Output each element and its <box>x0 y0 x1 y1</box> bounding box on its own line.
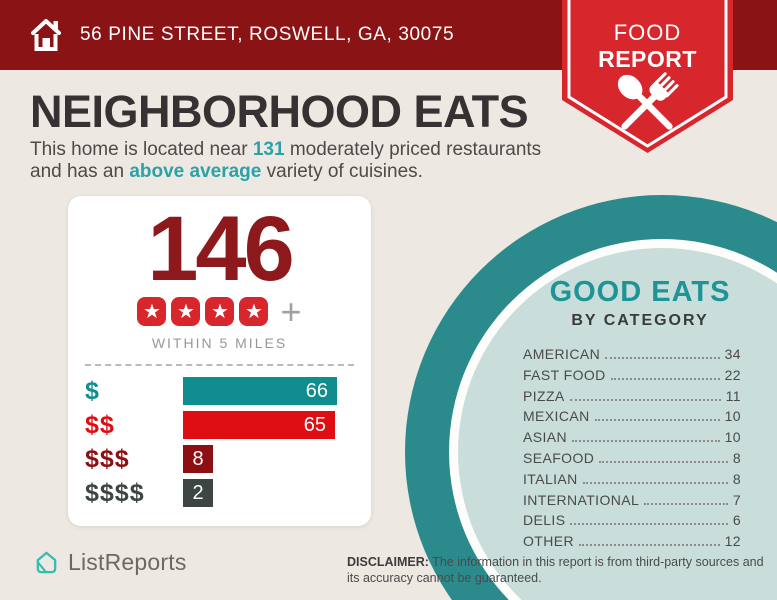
price-bar: 65 <box>183 411 335 439</box>
spoon-fork-icon <box>617 72 679 130</box>
category-leader-dots <box>572 440 720 443</box>
category-leader-dots <box>582 481 728 484</box>
star-icon: ★ <box>205 297 235 326</box>
category-value: 10 <box>724 408 741 425</box>
listreports-logo-text: ListReports <box>68 549 187 575</box>
category-label: SEAFOOD <box>523 449 595 466</box>
badge-line2: REPORT <box>598 46 697 72</box>
category-row: DELIS 6 <box>523 512 741 533</box>
category-value: 12 <box>724 533 741 550</box>
page-title: NEIGHBORHOOD EATS <box>30 86 529 137</box>
disclaimer-label: DISCLAIMER: <box>347 555 429 569</box>
category-label: PIZZA <box>523 387 565 404</box>
subtitle-part1: This home is located near <box>30 139 253 160</box>
category-list: AMERICAN 34 FAST FOOD 22 PIZZA 11 MEXICAN 10 ASI… <box>523 346 741 554</box>
price-bar-value: 65 <box>303 413 326 436</box>
price-bar-row: $$$$ 2 <box>85 479 371 507</box>
badge-line1: FOOD <box>613 20 682 45</box>
star-rating: ★ ★ ★ ★ + <box>68 290 371 332</box>
category-value: 10 <box>724 429 741 446</box>
category-leader-dots <box>569 398 721 401</box>
category-leader-dots <box>599 460 728 463</box>
price-bar: 2 <box>183 479 213 507</box>
category-row: MEXICAN 10 <box>523 408 741 429</box>
category-row: ITALIAN 8 <box>523 471 741 492</box>
category-value: 8 <box>732 449 741 466</box>
category-value: 22 <box>724 366 741 383</box>
category-leader-dots <box>570 523 728 526</box>
price-bar-row: $$ 65 <box>85 411 371 439</box>
home-icon <box>31 19 61 51</box>
price-bar-value: 2 <box>192 481 204 504</box>
price-bar-label: $$$ <box>85 444 130 473</box>
price-bar-row: $$$ 8 <box>85 445 371 473</box>
dashed-divider <box>85 364 354 366</box>
food-report-badge: FOOD REPORT <box>562 0 733 154</box>
star-icon: ★ <box>239 297 269 326</box>
category-row: INTERNATIONAL 7 <box>523 492 741 513</box>
price-bar: 8 <box>183 445 213 473</box>
star-icon: ★ <box>171 297 201 326</box>
category-row: PIZZA 11 <box>523 388 741 409</box>
subtitle-part2: moderately priced restaurants and has an <box>30 139 542 182</box>
category-value: 8 <box>732 470 741 487</box>
category-leader-dots <box>594 419 720 422</box>
listreports-house-icon <box>36 551 57 574</box>
price-bar-value: 8 <box>192 447 204 470</box>
restaurant-count: 131 <box>252 139 285 160</box>
category-label: ASIAN <box>523 429 568 446</box>
category-row: OTHER 12 <box>523 533 741 554</box>
price-bar-row: $66 <box>85 377 371 405</box>
category-value: 11 <box>725 387 741 404</box>
price-bar-label: $ <box>85 376 100 405</box>
category-label: ITALIAN <box>523 470 578 487</box>
disclaimer-text: The information in this report is from t… <box>347 555 764 585</box>
category-leader-dots <box>644 502 728 505</box>
category-value: 34 <box>724 346 741 362</box>
category-leader-dots <box>579 544 720 547</box>
listreports-logo: ListReports <box>33 549 187 576</box>
category-row: SEAFOOD 8 <box>523 450 741 471</box>
category-label: INTERNATIONAL <box>523 491 640 508</box>
stats-card: 146 ★ ★ ★ ★ + WITHIN 5 MILES $66 $$ 65 $$$ 8 $$$… <box>68 196 371 526</box>
ribbon-shape <box>562 0 733 153</box>
price-bar-label: $$$$ <box>85 478 145 507</box>
page-subtitle: This home is located near 131 moderately… <box>30 139 550 182</box>
category-leader-dots <box>605 357 720 359</box>
price-bar-chart: $66 $$ 65 $$$ 8 $$$$ 2 <box>68 377 371 507</box>
category-label: OTHER <box>523 533 574 550</box>
price-bar: 66 <box>183 377 337 405</box>
star-icon: ★ <box>137 297 167 326</box>
category-label: DELIS <box>523 512 566 529</box>
address-text: 56 PINE STREET, ROSWELL, GA, 30075 <box>80 24 455 45</box>
category-label: FAST FOOD <box>523 366 606 383</box>
category-row: ASIAN 10 <box>523 429 741 450</box>
good-eats-subtitle: BY CATEGORY <box>571 312 709 329</box>
price-bar-label: $$ <box>85 410 115 439</box>
category-value: 6 <box>732 512 741 529</box>
category-value: 7 <box>732 491 741 508</box>
category-label: AMERICAN <box>523 346 601 362</box>
category-leader-dots <box>610 377 720 380</box>
category-row: AMERICAN 34 <box>523 346 741 367</box>
radius-caption: WITHIN 5 MILES <box>151 335 288 351</box>
good-eats-panel: GOOD EATS BY CATEGORY AMERICAN 34 FAST FOO… <box>512 276 768 554</box>
variety-highlight: above average <box>129 160 262 182</box>
star-icons: ★ ★ ★ ★ <box>137 297 269 326</box>
total-restaurants: 146 <box>147 198 295 300</box>
category-label: MEXICAN <box>523 408 590 425</box>
price-bar-value: 66 <box>305 379 328 402</box>
plus-sign: + <box>280 290 302 332</box>
disclaimer: DISCLAIMER: The information in this repo… <box>347 555 765 586</box>
category-row: FAST FOOD 22 <box>523 367 741 388</box>
subtitle-part3: variety of cuisines. <box>261 160 423 182</box>
badge-text: FOOD REPORT <box>562 20 733 72</box>
good-eats-title: GOOD EATS <box>549 276 731 308</box>
